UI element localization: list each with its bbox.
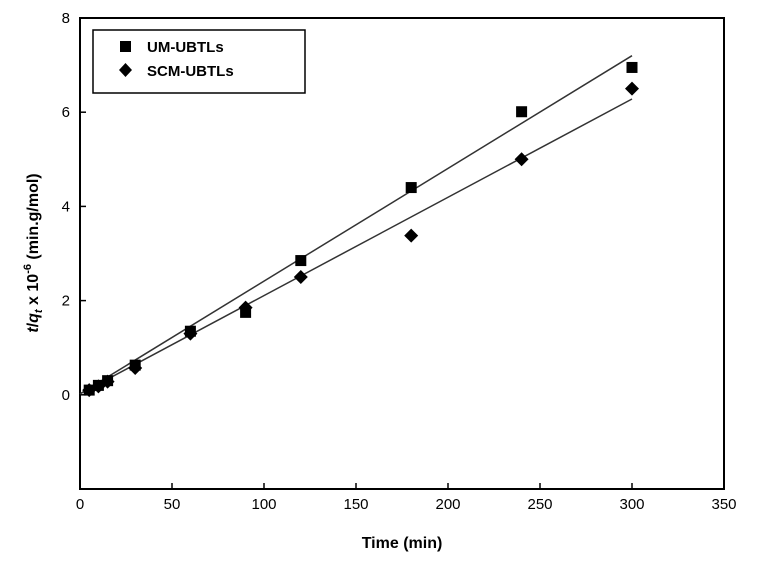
legend-marker-diamond bbox=[119, 63, 132, 77]
y-tick-label: 2 bbox=[62, 293, 70, 310]
x-tick-label: 100 bbox=[251, 496, 276, 513]
y-tick-label: 0 bbox=[62, 387, 70, 404]
legend-marker-square bbox=[120, 41, 131, 52]
y-tick-label: 4 bbox=[62, 198, 70, 215]
y-tick-label: 8 bbox=[62, 10, 70, 27]
x-tick-label: 250 bbox=[527, 496, 552, 513]
legend-box bbox=[92, 29, 306, 94]
x-tick-label: 200 bbox=[435, 496, 460, 513]
point-scm bbox=[625, 81, 639, 96]
x-axis-label: Time (min) bbox=[362, 535, 443, 552]
x-tick-label: 350 bbox=[711, 496, 736, 513]
point-um bbox=[295, 255, 307, 267]
point-scm bbox=[293, 270, 308, 285]
legend: UM-UBTLs SCM-UBTLs bbox=[92, 29, 306, 94]
point-scm bbox=[183, 326, 198, 341]
x-tick-label: 0 bbox=[76, 496, 84, 513]
legend-label-scm: SCM-UBTLs bbox=[147, 63, 234, 80]
fit-line-scm bbox=[79, 98, 633, 395]
point-um bbox=[405, 182, 417, 194]
x-tick-label: 150 bbox=[343, 496, 368, 513]
point-scm bbox=[514, 152, 529, 167]
point-scm bbox=[404, 228, 419, 243]
legend-label-um: UM-UBTLs bbox=[147, 39, 224, 56]
point-um bbox=[516, 106, 528, 118]
plot-frame bbox=[79, 17, 725, 490]
y-tick-label: 6 bbox=[62, 104, 70, 121]
point-scm bbox=[238, 300, 253, 315]
y-axis-label: t/qt x 10-6 (min.g/mol) bbox=[22, 173, 45, 332]
point-scm bbox=[128, 360, 143, 375]
point-um bbox=[626, 61, 638, 73]
x-tick-label: 300 bbox=[619, 496, 644, 513]
x-tick-label: 50 bbox=[164, 496, 181, 513]
point-scm bbox=[100, 374, 115, 389]
fit-line-um bbox=[79, 55, 633, 395]
